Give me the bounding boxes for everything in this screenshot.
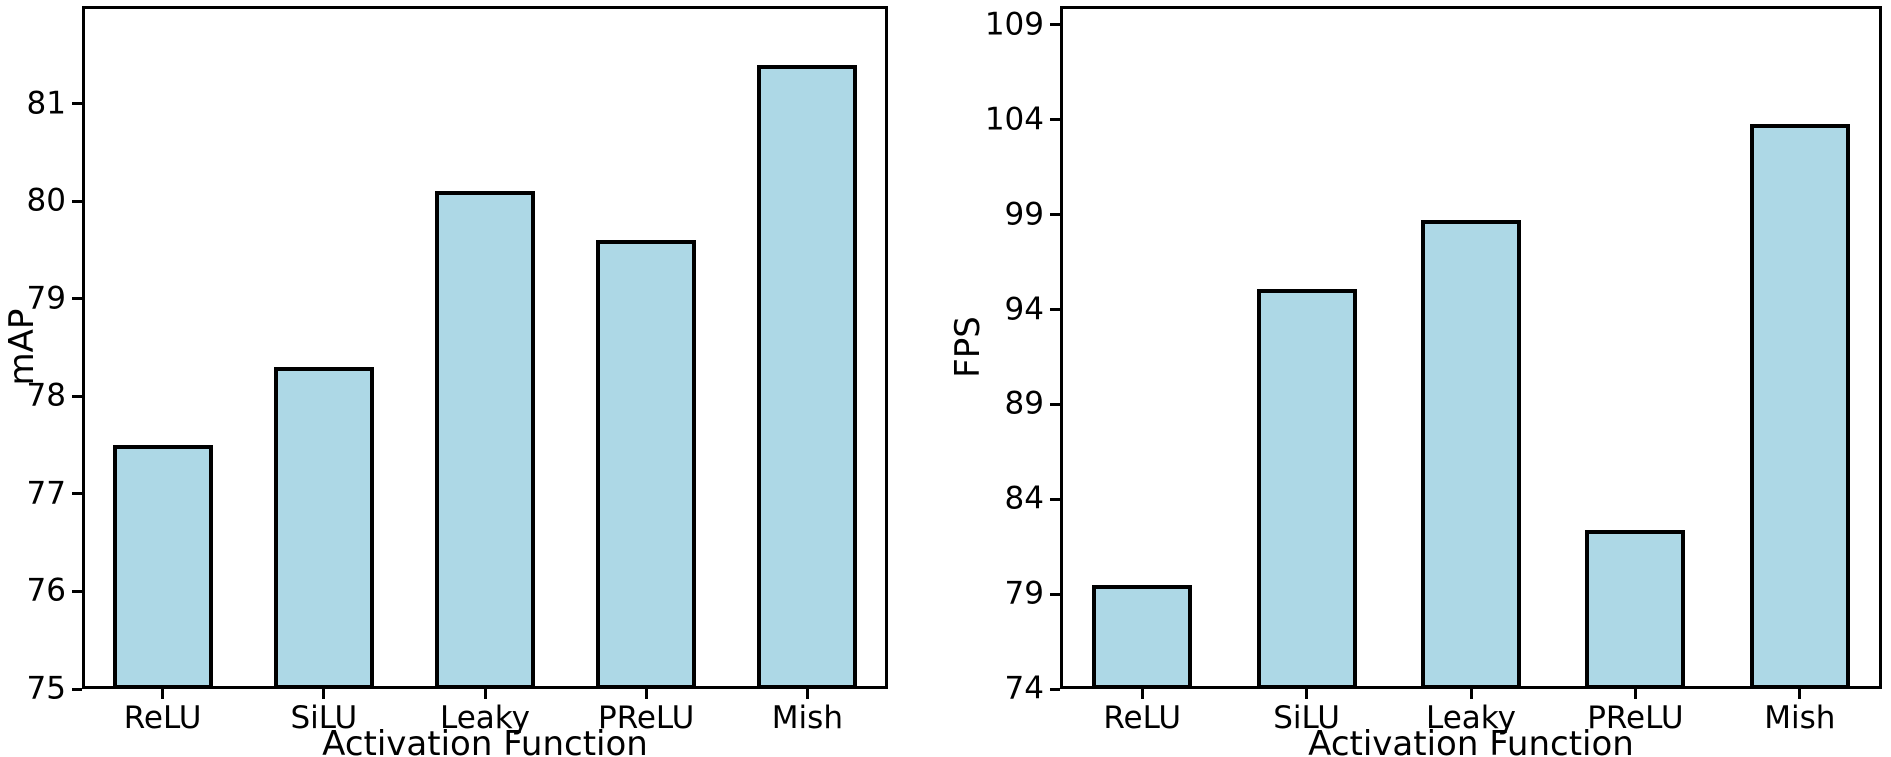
- y-tick-mark: [72, 589, 82, 593]
- bar-mish: [757, 64, 858, 689]
- y-tick-label: 78: [26, 377, 66, 414]
- x-tick-mark: [1305, 689, 1309, 699]
- y-tick-label: 81: [26, 85, 66, 122]
- y-tick-mark: [72, 492, 82, 496]
- bar-silu: [273, 367, 374, 689]
- x-tick-label-silu: SiLU: [290, 700, 358, 736]
- y-tick-label: 75: [26, 670, 66, 707]
- y-tick-label: 99: [1004, 196, 1044, 233]
- y-tick-mark: [72, 394, 82, 398]
- y-tick-label: 80: [26, 182, 66, 219]
- x-tick-label-relu: ReLU: [123, 700, 202, 736]
- bar-silu: [1256, 288, 1357, 689]
- y-tick-mark: [1050, 308, 1060, 312]
- x-axis-label-fps: Activation Function: [1308, 724, 1634, 757]
- x-tick-label-mish: Mish: [1764, 700, 1836, 736]
- bar-relu: [1092, 584, 1193, 689]
- x-tick-mark: [644, 689, 648, 699]
- bar-prelu: [596, 240, 697, 689]
- x-tick-mark: [483, 689, 487, 699]
- x-tick-label-silu: SiLU: [1273, 700, 1340, 736]
- bar-prelu: [1585, 529, 1686, 689]
- y-tick-mark: [72, 687, 82, 691]
- y-tick-mark: [1050, 213, 1060, 217]
- y-tick-mark: [1050, 592, 1060, 596]
- y-tick-mark: [72, 297, 82, 301]
- y-tick-mark: [1050, 402, 1060, 406]
- x-tick-label-prelu: PReLU: [598, 700, 695, 736]
- y-tick-label: 77: [26, 475, 66, 512]
- y-tick-mark: [72, 102, 82, 106]
- y-tick-label: 76: [26, 572, 66, 609]
- x-tick-mark: [161, 689, 165, 699]
- y-tick-label: 79: [26, 280, 66, 317]
- x-tick-label-leaky: Leaky: [1426, 700, 1516, 736]
- y-tick-mark: [1050, 118, 1060, 122]
- y-tick-mark: [1050, 687, 1060, 691]
- y-tick-mark: [72, 199, 82, 203]
- y-tick-label: 104: [984, 101, 1044, 138]
- y-tick-mark: [1050, 23, 1060, 27]
- y-tick-label: 84: [1004, 480, 1044, 517]
- x-tick-label-mish: Mish: [771, 700, 843, 736]
- bar-leaky: [1421, 220, 1521, 689]
- x-tick-mark: [1633, 689, 1637, 699]
- x-tick-mark: [805, 689, 809, 699]
- y-tick-label: 79: [1004, 575, 1044, 612]
- bar-leaky: [435, 191, 535, 689]
- x-tick-mark: [1140, 689, 1144, 699]
- x-tick-mark: [1469, 689, 1473, 699]
- y-tick-label: 109: [984, 6, 1044, 43]
- x-tick-mark: [1798, 689, 1802, 699]
- x-tick-mark: [322, 689, 326, 699]
- y-tick-label: 74: [1004, 670, 1044, 707]
- y-tick-label: 94: [1004, 291, 1044, 328]
- bar-relu: [112, 445, 213, 689]
- x-tick-label-leaky: Leaky: [440, 700, 530, 736]
- y-axis-label-fps: FPS: [948, 316, 988, 378]
- y-tick-mark: [1050, 497, 1060, 501]
- x-tick-label-prelu: PReLU: [1587, 700, 1684, 736]
- x-tick-label-relu: ReLU: [1103, 700, 1182, 736]
- x-axis-label-map: Activation Function: [322, 724, 648, 757]
- y-tick-label: 89: [1004, 385, 1044, 422]
- bar-mish: [1749, 123, 1850, 689]
